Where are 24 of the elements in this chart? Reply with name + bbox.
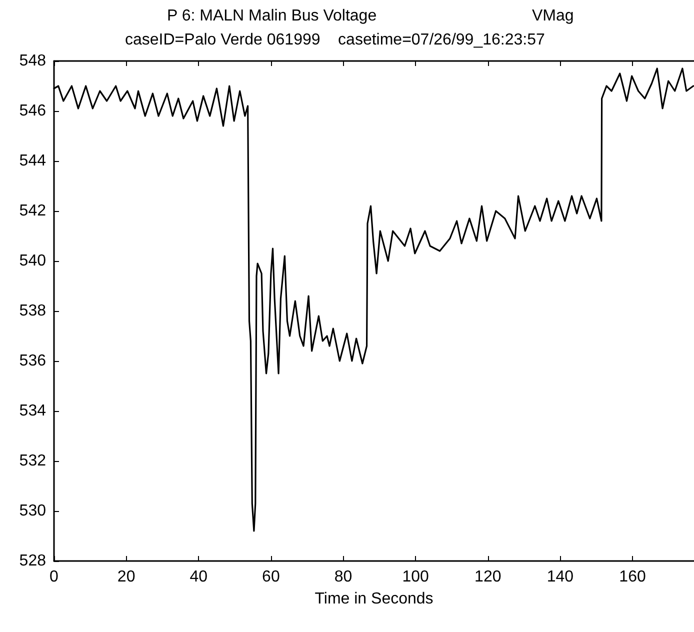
y-axis-title: VMag — [532, 8, 574, 24]
x-tick-label: 160 — [619, 568, 646, 586]
chart-subtitle: caseID=Palo Verde 061999 casetime=07/26/99_16:23:57 — [125, 32, 545, 48]
y-tick-label: 542 — [19, 202, 46, 220]
y-tick-label: 534 — [19, 402, 46, 420]
chart-title: P 6: MALN Malin Bus Voltage — [167, 8, 377, 24]
x-tick-label: 120 — [474, 568, 502, 586]
y-tick-label: 548 — [19, 52, 46, 70]
x-axis-title: Time in Seconds — [314, 590, 434, 608]
x-tick-label: 40 — [190, 568, 208, 586]
x-tick-label: 0 — [50, 568, 59, 586]
y-tick-label: 532 — [19, 452, 46, 470]
x-tick-label: 80 — [334, 568, 352, 586]
x-tick-label: 140 — [546, 568, 574, 586]
y-tick-label: 538 — [19, 302, 46, 320]
y-tick-label: 544 — [19, 152, 46, 170]
x-tick-label: 100 — [402, 568, 430, 586]
x-tick-label: 20 — [117, 568, 136, 586]
y-tick-label: 528 — [19, 552, 46, 570]
y-tick-label: 536 — [19, 352, 46, 370]
y-tick-label: 530 — [19, 502, 46, 520]
y-tick-label: 540 — [19, 252, 46, 270]
x-tick-label: 60 — [262, 568, 280, 586]
y-tick-label: 546 — [19, 102, 46, 120]
